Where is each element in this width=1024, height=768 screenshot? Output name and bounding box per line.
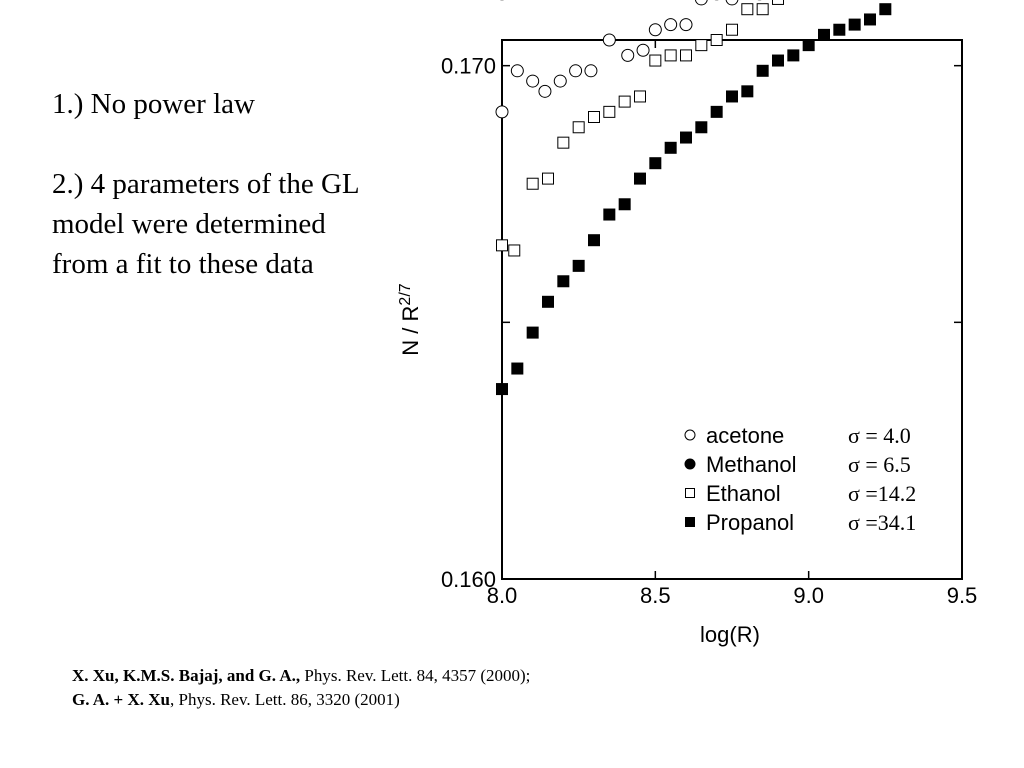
ethanol-point <box>772 0 784 5</box>
propanol-point <box>726 90 738 103</box>
legend-ethanol-marker <box>685 488 695 498</box>
legend-acetone-sigma: σ = 4.0 <box>848 423 911 448</box>
x-axis-label: log(R) <box>700 622 760 647</box>
propanol-point <box>695 121 708 134</box>
propanol-point <box>649 157 662 170</box>
reference-1-citation: Phys. Rev. Lett. 84, 4357 (2000); <box>300 666 531 685</box>
ethanol-point <box>588 111 600 123</box>
propanol-point <box>680 131 692 144</box>
acetone-point <box>694 0 708 6</box>
ethanol-point <box>634 90 646 103</box>
reference-1-authors: X. Xu, K.M.S. Bajaj, and G. A., <box>72 666 301 685</box>
x-tick-label: 9.0 <box>793 583 824 608</box>
bullet-list: 1.) No power law 2.) 4 parameters of the… <box>52 84 382 284</box>
propanol-point <box>634 172 646 185</box>
propanol-point <box>802 39 815 52</box>
acetone-point <box>621 48 635 62</box>
propanol-point <box>864 13 876 26</box>
x-tick-label: 8.5 <box>640 583 671 608</box>
reference-2-citation: , Phys. Rev. Lett. 86, 3320 (2001) <box>170 690 400 709</box>
acetone-point <box>636 43 650 57</box>
acetone-point <box>602 33 616 47</box>
ethanol-point <box>664 49 677 62</box>
legend-methanol-sigma: σ = 6.5 <box>848 452 911 477</box>
reference-2-authors: G. A. + X. Xu <box>72 690 171 709</box>
propanol-point <box>526 326 539 339</box>
ethanol-point <box>710 34 723 46</box>
ethanol-point <box>557 136 570 149</box>
legend-ethanol-sigma: σ =14.2 <box>848 481 916 506</box>
acetone-point <box>495 105 509 119</box>
y-tick-label: 0.170 <box>441 54 496 79</box>
acetone-point <box>553 74 567 88</box>
plot-frame <box>501 39 963 580</box>
ethanol-point <box>618 95 631 108</box>
propanol-point <box>618 198 631 211</box>
propanol-point <box>603 208 616 221</box>
acetone-point <box>584 64 598 78</box>
ethanol-point <box>603 105 616 118</box>
acetone-point <box>510 64 524 78</box>
legend-acetone-label: acetone <box>706 423 784 448</box>
ethanol-point <box>508 244 521 257</box>
propanol-point <box>772 54 784 67</box>
acetone-point <box>725 0 739 6</box>
ethanol-point <box>496 239 508 252</box>
legend-propanol-marker <box>685 517 695 527</box>
propanol-point <box>756 64 769 77</box>
propanol-point <box>741 85 754 98</box>
acetone-point <box>569 64 583 78</box>
legend-acetone-marker <box>684 429 696 441</box>
scatter-chart: 8.0 8.5 9.0 9.5 0.160 0.170 log(R) N / R2/7 acet… <box>397 0 978 647</box>
ethanol-point <box>526 177 539 190</box>
propanol-point <box>848 18 861 31</box>
ethanol-point <box>726 23 738 36</box>
x-tick-label: 9.5 <box>947 583 978 608</box>
propanol-point <box>787 49 800 62</box>
acetone-point <box>648 23 662 37</box>
propanol-point <box>542 295 554 308</box>
ethanol-point <box>741 3 754 16</box>
ethanol-point <box>756 3 769 16</box>
legend-methanol-marker <box>684 458 696 470</box>
ethanol-point <box>695 39 708 52</box>
bullet-1: 1.) No power law <box>52 88 255 120</box>
ethanol-point <box>542 172 554 185</box>
propanol-point <box>511 362 524 375</box>
acetone-point <box>526 74 540 88</box>
legend-methanol-label: Methanol <box>706 452 797 477</box>
propanol-point <box>664 141 677 154</box>
legend-propanol-label: Propanol <box>706 510 794 535</box>
propanol-point <box>588 234 600 247</box>
propanol-point <box>833 23 846 36</box>
ethanol-point <box>680 49 692 62</box>
reference-2: G. A. + X. Xu, Phys. Rev. Lett. 86, 3320… <box>72 688 972 712</box>
reference-1: X. Xu, K.M.S. Bajaj, and G. A., Phys. Re… <box>72 664 972 688</box>
bullet-2: 2.) 4 parameters of the GL model were de… <box>52 168 359 280</box>
legend-ethanol-label: Ethanol <box>706 481 781 506</box>
acetone-point <box>664 18 678 32</box>
x-tick-label: 8.0 <box>487 583 518 608</box>
ethanol-point <box>572 121 585 134</box>
ethanol-point <box>649 54 662 67</box>
propanol-point <box>496 383 508 396</box>
propanol-point <box>710 105 723 118</box>
y-axis-label: N / R2/7 <box>397 283 424 355</box>
references: X. Xu, K.M.S. Bajaj, and G. A., Phys. Re… <box>72 664 972 712</box>
propanol-point <box>572 259 585 272</box>
acetone-point <box>538 84 552 98</box>
acetone-point <box>679 18 693 32</box>
propanol-point <box>557 275 570 288</box>
y-tick-label: 0.160 <box>441 567 496 592</box>
propanol-point <box>879 3 892 16</box>
propanol-point <box>818 28 830 41</box>
legend-propanol-sigma: σ =34.1 <box>848 510 916 535</box>
